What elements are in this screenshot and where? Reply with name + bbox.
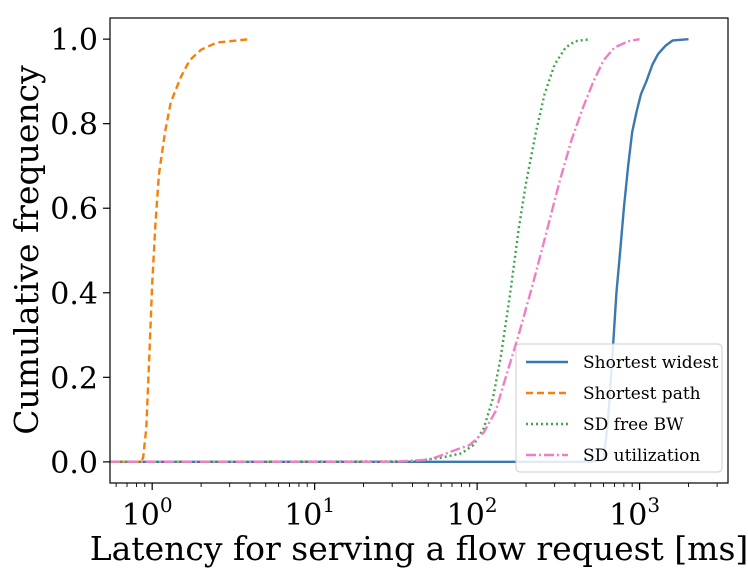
y-tick-label: 0.0 [50, 446, 98, 481]
x-tick-exponent: 1 [322, 493, 335, 517]
y-tick-label: 0.2 [50, 361, 98, 396]
y-tick-label: 1.0 [50, 23, 98, 58]
x-tick-exponent: 0 [160, 493, 173, 517]
legend-label-3: SD utilization [583, 446, 700, 466]
legend-label-2: SD free BW [583, 415, 684, 435]
x-tick-base: 10 [122, 498, 160, 533]
legend: Shortest widest Shortest path SD free BW SD… [515, 343, 723, 473]
x-tick-label: 103 [609, 493, 660, 533]
x-tick-exponent: 3 [647, 493, 660, 517]
x-axis-label: Latency for serving a flow request [ms] [90, 529, 748, 568]
x-tick-label: 102 [447, 493, 498, 533]
legend-box [515, 343, 723, 473]
series-line-1 [110, 37, 251, 464]
x-tick-base: 10 [609, 498, 647, 533]
y-tick-label: 0.6 [50, 192, 98, 227]
x-tick-base: 10 [284, 498, 322, 533]
y-axis-label: Cumulative frequency [7, 65, 46, 435]
legend-label-1: Shortest path [583, 384, 701, 404]
y-tick-label: 0.4 [50, 277, 98, 312]
x-tick-label: 101 [284, 493, 335, 533]
series-line-3 [110, 37, 640, 464]
x-tick-label: 100 [122, 493, 173, 533]
series-line-2 [109, 37, 591, 464]
x-tick-exponent: 2 [485, 493, 498, 517]
x-tick-base: 10 [447, 498, 485, 533]
y-tick-label: 0.8 [50, 108, 98, 143]
plot-frame [109, 17, 729, 484]
legend-label-0: Shortest widest [583, 353, 718, 373]
